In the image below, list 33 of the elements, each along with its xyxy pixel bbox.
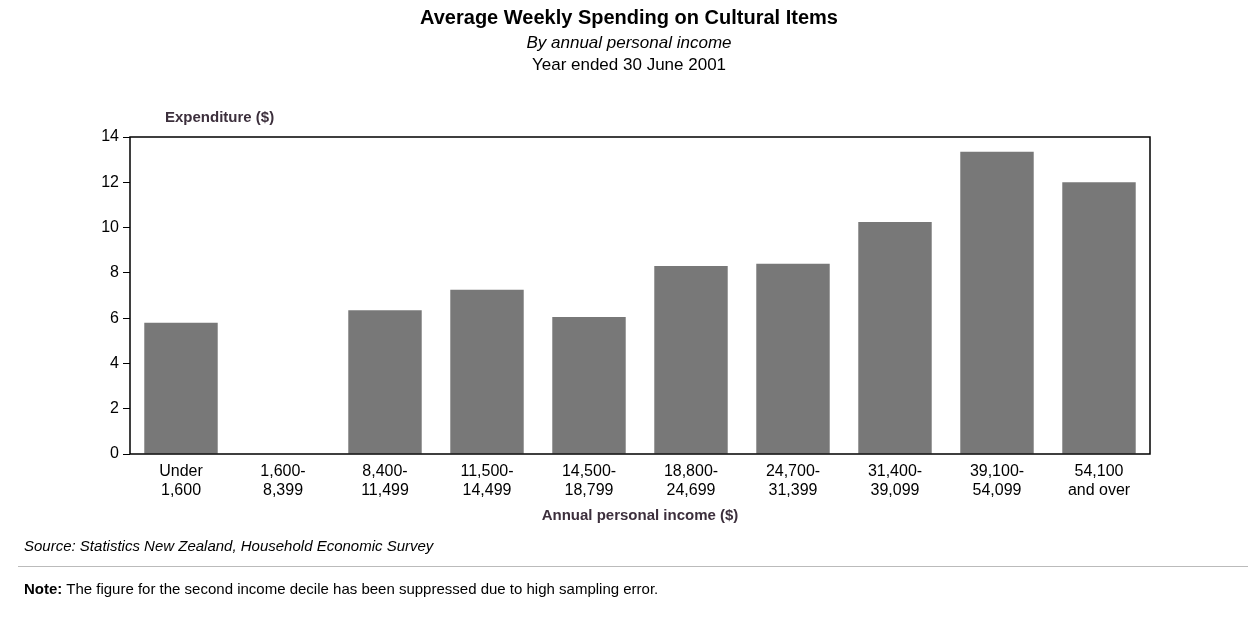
chart-title: Average Weekly Spending on Cultural Items bbox=[419, 6, 839, 29]
y-tick-label: 6 bbox=[110, 308, 120, 326]
y-tick-label: 0 bbox=[110, 444, 120, 462]
y-tick-label: 4 bbox=[110, 353, 120, 371]
bar bbox=[654, 266, 728, 454]
y-tick-label: 14 bbox=[101, 127, 120, 145]
chart-subtitle: By annual personal income Year ended 30 June 2001 bbox=[525, 32, 733, 76]
x-axis-title: Annual personal income ($) bbox=[540, 506, 740, 523]
text: Note: The figure for the second income decile has been suppressed due to high sampling error. bbox=[24, 580, 659, 597]
x-tick-label: 31,400- 39,099 bbox=[867, 462, 923, 499]
x-tick-label: 54,100 and over bbox=[1067, 462, 1131, 499]
y-tick-label: 10 bbox=[101, 217, 120, 235]
x-tick-label: 8,400- 11,499 bbox=[361, 462, 409, 499]
x-tick-label: Under 1,600 bbox=[159, 462, 204, 499]
bar bbox=[1062, 182, 1136, 454]
bar bbox=[858, 221, 932, 454]
y-axis-title: Expenditure ($) bbox=[165, 108, 275, 125]
x-tick-label: 11,500- 14,499 bbox=[460, 462, 514, 499]
bar bbox=[144, 322, 218, 454]
bar bbox=[348, 310, 422, 454]
x-tick-label: 18,800- 24,699 bbox=[663, 462, 719, 499]
y-tick-label: 8 bbox=[110, 263, 120, 281]
bar bbox=[450, 289, 524, 454]
x-tick-label: 14,500- 18,799 bbox=[561, 462, 617, 499]
x-tick-label: 24,700- 31,399 bbox=[765, 462, 821, 499]
y-tick-label: 2 bbox=[110, 399, 120, 417]
bar bbox=[552, 317, 626, 454]
x-tick-label: 1,600- 8,399 bbox=[260, 462, 306, 499]
x-tick-label: 39,100- 54,099 bbox=[969, 462, 1025, 499]
y-tick-label: 12 bbox=[101, 172, 120, 190]
bar bbox=[756, 263, 830, 454]
bar bbox=[960, 151, 1034, 454]
source-note: Source: Statistics New Zealand, Household Economic Survey bbox=[24, 537, 434, 554]
